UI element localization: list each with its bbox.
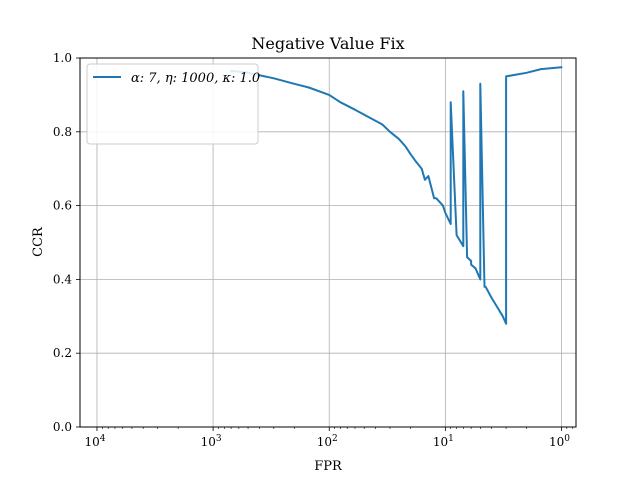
y-tick-label: 0.2 <box>53 346 72 360</box>
y-tick-label: 0.0 <box>53 420 72 434</box>
x-tick-label: 104 <box>84 434 105 449</box>
y-tick-label: 0.6 <box>53 199 72 213</box>
x-tick-label: 100 <box>549 434 570 449</box>
y-tick-label: 1.0 <box>53 51 72 65</box>
x-axis-label: FPR <box>314 459 343 474</box>
x-tick-label: 102 <box>317 434 338 449</box>
series-line-0 <box>230 66 563 325</box>
legend-label-0: α: 7, η: 1000, κ: 1.0 <box>131 71 260 86</box>
x-ticks: 104 103 102 101 100 <box>84 427 574 449</box>
x-tick-label: 103 <box>201 434 222 449</box>
y-tick-label: 0.4 <box>53 272 72 286</box>
x-tick-label: 101 <box>433 434 454 449</box>
series <box>230 66 563 325</box>
chart-title: Negative Value Fix <box>251 34 404 53</box>
y-ticks: 0.0 0.2 0.4 0.6 0.8 1.0 <box>53 51 80 434</box>
y-tick-label: 0.8 <box>53 125 72 139</box>
axes-frame <box>79 57 577 428</box>
legend: α: 7, η: 1000, κ: 1.0 <box>86 63 260 145</box>
y-axis-label: CCR <box>31 226 46 257</box>
legend-box <box>86 63 259 145</box>
